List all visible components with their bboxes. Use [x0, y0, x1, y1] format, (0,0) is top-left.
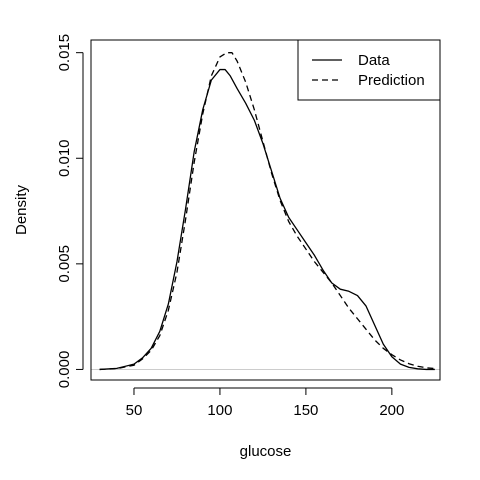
x-tick-label: 200: [379, 402, 404, 419]
series-line-prediction: [99, 52, 435, 371]
legend: Data Prediction: [297, 39, 441, 101]
x-tick-label: 50: [126, 402, 143, 419]
plot-frame: [90, 39, 441, 381]
y-tick-label: 0.010: [56, 139, 73, 177]
series-layer: [99, 52, 435, 371]
y-tick-label: 0.000: [56, 351, 73, 389]
series-line-data: [99, 68, 435, 371]
x-tick-label: 150: [293, 402, 318, 419]
legend-label: Data: [358, 52, 390, 69]
y-tick-label: 0.015: [56, 34, 73, 72]
legend-label: Prediction: [358, 72, 425, 89]
y-axis-label: Density: [13, 184, 30, 235]
x-axis-label: glucose: [240, 443, 292, 460]
y-tick-label: 0.005: [56, 245, 73, 283]
x-axis: 50 100 150 200: [126, 387, 404, 419]
x-tick-label: 100: [207, 402, 232, 419]
plot-layer: [91, 52, 440, 371]
legend-box: [297, 39, 441, 101]
y-axis: 0.000 0.005 0.010 0.015: [56, 34, 84, 389]
